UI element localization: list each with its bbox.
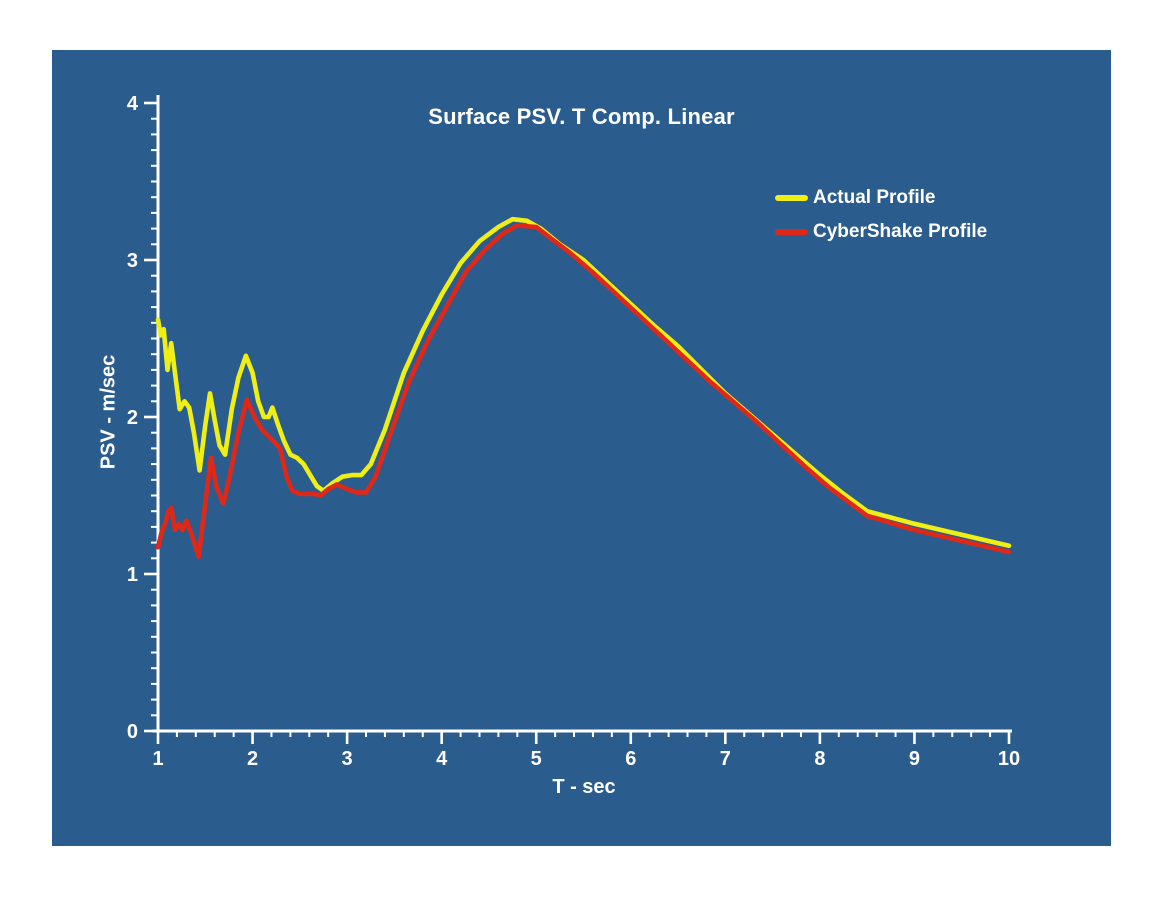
x-tick-label-3: 3 — [342, 748, 353, 770]
x-tick-label-5: 5 — [531, 748, 542, 770]
x-tick-label-1: 1 — [152, 748, 163, 770]
legend-item-actual-profile: Actual Profile — [775, 186, 987, 210]
y-tick-label-4: 4 — [127, 93, 139, 115]
x-tick-label-6: 6 — [625, 748, 636, 770]
y-tick-label-2: 2 — [127, 407, 138, 429]
x-tick-label-2: 2 — [247, 748, 258, 770]
x-tick-label-10: 10 — [998, 748, 1020, 770]
legend: Actual Profile CyberShake Profile — [775, 186, 987, 244]
x-tick-label-8: 8 — [814, 748, 825, 770]
y-tick-label-3: 3 — [127, 250, 138, 272]
cybershake-profile-swatch — [775, 229, 808, 235]
legend-label-cybershake-profile: CyberShake Profile — [813, 221, 988, 242]
chart-panel: 1 2 3 4 5 6 7 8 9 10 0 1 2 3 4 Surface PSV. T Comp. Li… — [52, 50, 1111, 846]
legend-item-cybershake-profile: CyberShake Profile — [775, 220, 987, 244]
x-tick-label-7: 7 — [720, 748, 731, 770]
chart-title: Surface PSV. T Comp. Linear — [428, 104, 735, 129]
legend-label-actual-profile: Actual Profile — [813, 187, 936, 208]
y-tick-label-1: 1 — [127, 564, 138, 586]
x-tick-label-9: 9 — [909, 748, 920, 770]
x-axis-label: T - sec — [552, 776, 616, 798]
x-tick-label-4: 4 — [436, 748, 448, 770]
actual-profile-swatch — [775, 195, 808, 201]
y-axis-label: PSV - m/sec — [97, 354, 120, 470]
series-line-cybershake-profile — [155, 223, 1012, 560]
y-tick-label-0: 0 — [127, 721, 138, 743]
series-line-actual-profile — [155, 216, 1012, 549]
